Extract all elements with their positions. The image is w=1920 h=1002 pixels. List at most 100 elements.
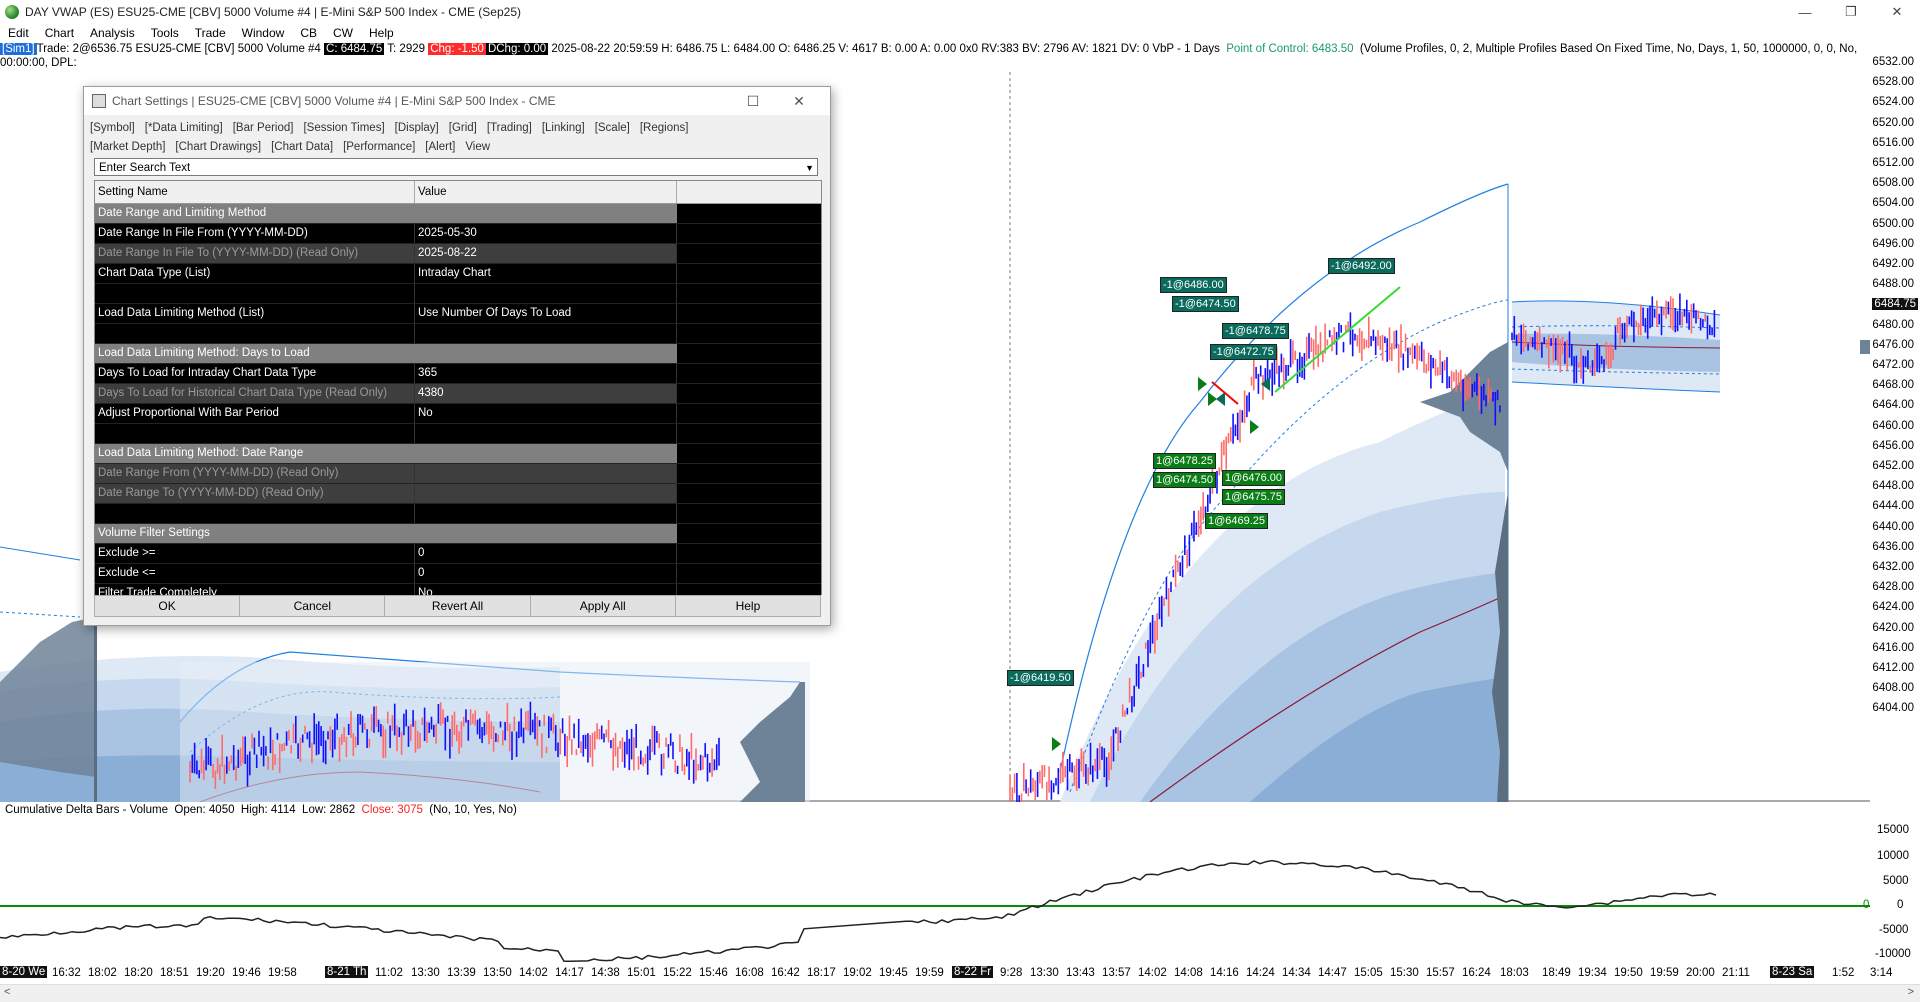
time-axis-label: 14:02 (1138, 967, 1167, 979)
setting-value[interactable]: Intraday Chart (415, 264, 677, 283)
trade-label[interactable]: 1@6476.00 (1222, 470, 1286, 486)
scroll-right-icon[interactable]: > (1907, 986, 1914, 998)
trade-label[interactable]: -1@6486.00 (1160, 277, 1227, 293)
setting-name: Date Range From (YYYY-MM-DD) (Read Only) (95, 464, 415, 483)
setting-value[interactable]: 0 (415, 564, 677, 583)
menu-window[interactable]: Window (241, 26, 285, 40)
time-axis-label: 15:30 (1390, 967, 1419, 979)
column-header-setting-name[interactable]: Setting Name (95, 181, 415, 203)
setting-value[interactable]: Use Number Of Days To Load (415, 304, 677, 323)
time-axis-label: 1:52 (1832, 967, 1855, 979)
study-close: Close: 3075 (361, 804, 423, 816)
time-axis-label: 19:02 (843, 967, 872, 979)
settings-row[interactable]: Adjust Proportional With Bar Period No (95, 404, 821, 424)
settings-row[interactable]: Days To Load for Intraday Chart Data Typ… (95, 364, 821, 384)
setting-value (415, 504, 677, 523)
time-axis[interactable]: 8-20 We 16:32 18:02 18:20 18:51 19:20 19:46 19:… (0, 964, 1920, 984)
setting-value: 4380 (415, 384, 677, 403)
horizontal-scrollbar[interactable]: < > (0, 984, 1920, 1002)
price-axis[interactable]: 6532.00 6528.00 6524.00 6520.00 6516.00 6512.… (1870, 56, 1920, 801)
study-name: Cumulative Delta Bars - Volume (5, 804, 168, 816)
time-axis-label: 18:51 (160, 967, 189, 979)
price-chart[interactable] (0, 72, 1870, 802)
tab-view[interactable]: View (465, 141, 491, 153)
tab-market-depth[interactable]: [Market Depth] (90, 141, 166, 153)
tab-chart-data[interactable]: [Chart Data] (271, 141, 334, 153)
setting-name (95, 424, 415, 443)
tab-linking[interactable]: [Linking] (541, 122, 585, 134)
dialog-maximize-button[interactable]: ☐ (746, 92, 760, 109)
close-button[interactable]: ✕ (1891, 4, 1903, 19)
column-header-value[interactable]: Value (415, 181, 677, 203)
cancel-button[interactable]: Cancel (239, 595, 386, 617)
last-trade-text: Trade: 2@6536.75 (36, 43, 133, 55)
setting-name: Load Data Limiting Method: Days to Load (95, 344, 677, 363)
revert-all-button[interactable]: Revert All (384, 595, 531, 617)
menu-chart[interactable]: Chart (44, 26, 75, 40)
trade-label[interactable]: 1@6475.75 (1222, 489, 1286, 505)
menu-cb[interactable]: CB (300, 26, 317, 40)
trade-label[interactable]: 1@6469.25 (1205, 513, 1269, 529)
tab-chart-drawings[interactable]: [Chart Drawings] (175, 141, 262, 153)
price-axis-label: 6468.00 (1872, 379, 1914, 392)
delta-axis-label: 15000 (1877, 824, 1909, 836)
scroll-left-icon[interactable]: < (4, 986, 11, 998)
setting-value[interactable]: 0 (415, 544, 677, 563)
settings-row[interactable]: Date Range In File From (YYYY-MM-DD) 2025… (95, 224, 821, 244)
tab-alert[interactable]: [Alert] (425, 141, 456, 153)
trade-label[interactable]: -1@6492.00 (1328, 258, 1395, 274)
settings-row[interactable]: Exclude >= 0 (95, 544, 821, 564)
settings-row[interactable]: Load Data Limiting Method (List) Use Numb… (95, 304, 821, 324)
study-low: Low: 2862 (302, 804, 356, 816)
tab-data-limiting[interactable]: [*Data Limiting] (144, 122, 223, 134)
maximize-button[interactable]: ❐ (1845, 4, 1857, 19)
menu-help[interactable]: Help (369, 26, 394, 40)
trade-label[interactable]: -1@6472.75 (1210, 344, 1277, 360)
symbol-text: ESU25-CME [CBV] 5000 Volume #4 (135, 43, 321, 55)
trade-label[interactable]: -1@6478.75 (1222, 323, 1289, 339)
setting-name: Load Data Limiting Method (List) (95, 304, 415, 323)
trade-label[interactable]: 1@6474.50 (1153, 472, 1217, 488)
price-axis-label: 6424.00 (1872, 601, 1914, 614)
apply-all-button[interactable]: Apply All (529, 595, 676, 617)
ok-button[interactable]: OK (94, 595, 241, 617)
trade-label[interactable]: -1@6419.50 (1007, 670, 1074, 686)
minimize-button[interactable]: — (1798, 4, 1812, 20)
price-axis-label: 6512.00 (1872, 157, 1914, 169)
setting-value[interactable]: 365 (415, 364, 677, 383)
tab-bar-period[interactable]: [Bar Period] (232, 122, 294, 134)
time-axis-label: 13:39 (447, 967, 476, 979)
settings-row[interactable]: Exclude <= 0 (95, 564, 821, 584)
tab-grid[interactable]: [Grid] (448, 122, 477, 134)
cumulative-delta-pane[interactable] (0, 818, 1870, 964)
time-axis-label: 16:32 (52, 967, 81, 979)
dialog-close-button[interactable]: ✕ (793, 92, 805, 109)
settings-search-input[interactable]: Enter Search Text ▼ (94, 158, 818, 176)
settings-section-row: Volume Filter Settings (95, 524, 821, 544)
trade-label[interactable]: -1@6474.50 (1172, 296, 1239, 312)
setting-value (415, 484, 677, 503)
menu-edit[interactable]: Edit (8, 26, 29, 40)
tab-display[interactable]: [Display] (394, 122, 439, 134)
setting-value[interactable]: 2025-05-30 (415, 224, 677, 243)
help-button[interactable]: Help (674, 595, 822, 617)
setting-name: Exclude <= (95, 564, 415, 583)
settings-row[interactable]: Chart Data Type (List) Intraday Chart (95, 264, 821, 284)
tab-session-times[interactable]: [Session Times] (303, 122, 385, 134)
menu-cw[interactable]: CW (333, 26, 353, 40)
menu-trade[interactable]: Trade (194, 26, 226, 40)
study-open: Open: 4050 (174, 804, 235, 816)
tab-scale[interactable]: [Scale] (594, 122, 630, 134)
time-axis-label: 20:00 (1686, 967, 1715, 979)
setting-value[interactable]: No (415, 404, 677, 423)
tab-trading[interactable]: [Trading] (486, 122, 532, 134)
tab-regions[interactable]: [Regions] (639, 122, 689, 134)
tab-performance[interactable]: [Performance] (343, 141, 416, 153)
chevron-down-icon[interactable]: ▼ (805, 163, 814, 173)
tab-symbol[interactable]: [Symbol] (90, 122, 135, 134)
trade-label[interactable]: 1@6478.25 (1153, 453, 1217, 469)
menu-analysis[interactable]: Analysis (90, 26, 135, 40)
dialog-title-bar[interactable]: Chart Settings | ESU25-CME [CBV] 5000 Vo… (84, 87, 830, 115)
menu-tools[interactable]: Tools (150, 26, 179, 40)
sim-account-badge[interactable]: [Sim1] (0, 43, 37, 55)
